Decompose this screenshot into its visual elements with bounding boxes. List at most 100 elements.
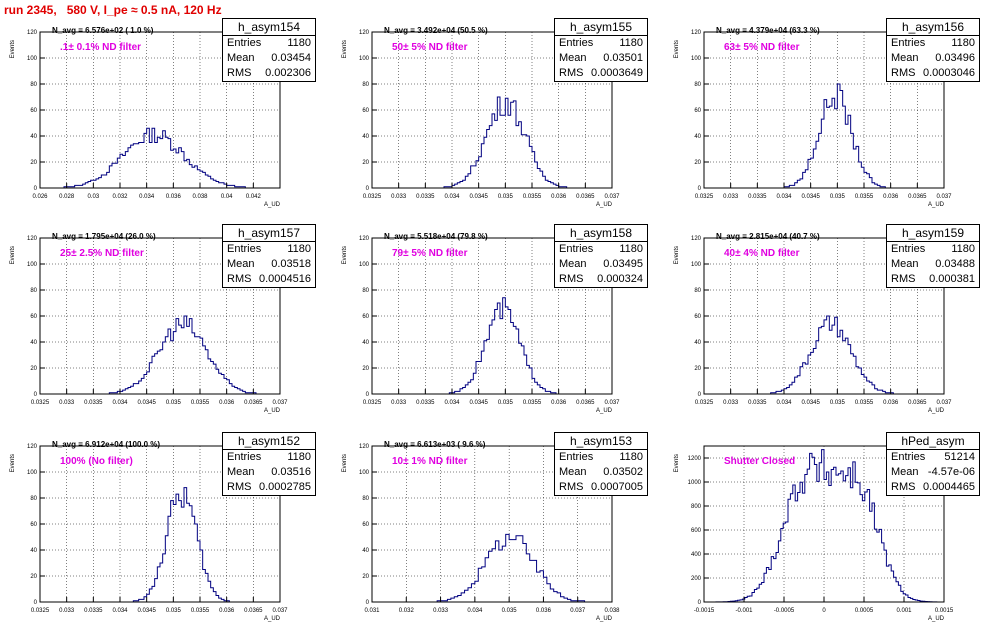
stats-value: 0.03488 (935, 258, 975, 270)
x-tick-label: 0.037 (604, 400, 620, 406)
x-tick-label: 0.0355 (191, 608, 210, 614)
y-tick-label: 60 (694, 108, 701, 114)
histogram-line (40, 127, 280, 189)
y-tick-label: 40 (694, 134, 701, 140)
x-tick-label: 0.036 (883, 194, 899, 200)
y-tick-label: 0 (698, 186, 702, 192)
x-axis-label: A_UD (264, 408, 281, 414)
x-tick-label: 0.001 (896, 608, 912, 614)
x-tick-label: 0.031 (364, 608, 380, 614)
x-tick-label: 0.026 (32, 194, 48, 200)
x-tick-label: 0.037 (272, 608, 288, 614)
stats-title: h_asym152 (223, 433, 315, 450)
stats-key: Entries (891, 451, 926, 463)
stats-value: 0.03495 (603, 258, 643, 270)
stats-value: 1180 (951, 243, 975, 255)
stats-row: Mean 0.03501 (555, 51, 647, 66)
y-tick-label: 80 (362, 496, 369, 502)
stats-key: Mean (227, 466, 255, 478)
navg-label: N_avg = 6.613e+03 ( 9.6 %) (384, 440, 486, 449)
stats-key: Entries (227, 37, 262, 49)
stats-title: h_asym154 (223, 19, 315, 36)
y-tick-label: 600 (691, 528, 702, 534)
stats-row: Entries 51214 (887, 450, 979, 465)
histogram-svg: -0.0015 -0.001 -0.0005 0 0.0005 0.001 0.0015 0 2… (674, 445, 954, 622)
filter-label: Shutter Closed (724, 456, 796, 467)
stats-row: Mean -4.57e-06 (887, 465, 979, 480)
stats-row: Entries 1180 (223, 242, 315, 257)
x-tick-label: 0.035 (166, 608, 182, 614)
y-tick-label: 20 (694, 160, 701, 166)
x-tick-label: 0.0335 (84, 400, 103, 406)
x-tick-label: 0.0365 (908, 400, 927, 406)
x-tick-label: 0.038 (192, 194, 208, 200)
y-tick-label: 60 (362, 108, 369, 114)
y-tick-label: 40 (30, 548, 37, 554)
navg-label: N_avg = 6.576e+02 ( 1.0 %) (52, 26, 154, 35)
y-tick-label: 800 (691, 504, 702, 510)
y-tick-label: 100 (27, 56, 38, 62)
x-tick-label: 0.037 (604, 194, 620, 200)
x-tick-label: 0.0335 (748, 400, 767, 406)
stats-key: RMS (227, 273, 252, 285)
stats-value: 1180 (287, 451, 311, 463)
x-tick-label: 0.036 (551, 194, 567, 200)
histogram-line (40, 315, 280, 395)
stats-value: 1180 (619, 37, 643, 49)
y-tick-label: 60 (362, 522, 369, 528)
stats-row: Entries 1180 (555, 450, 647, 465)
x-tick-label: 0.0355 (855, 194, 874, 200)
histogram-line (40, 487, 280, 603)
histogram-svg: 0.0325 0.033 0.0335 0.034 0.0345 0.035 0.0355 0… (342, 236, 620, 414)
stats-key: RMS (891, 481, 916, 493)
y-tick-label: 0 (34, 600, 38, 606)
x-axis-label: A_UD (928, 408, 945, 414)
y-tick-label: 60 (362, 314, 369, 320)
stats-value: 1180 (287, 37, 311, 49)
x-tick-label: 0.0345 (137, 400, 156, 406)
navg-label: N_avg = 4.379e+04 (63.3 %) (716, 26, 820, 35)
stats-row: Entries 1180 (887, 36, 979, 51)
x-tick-label: 0.0335 (84, 608, 103, 614)
y-tick-label: 20 (362, 574, 369, 580)
x-tick-label: 0.0015 (935, 608, 954, 614)
y-tick-label: 40 (30, 340, 37, 346)
y-tick-label: 120 (691, 236, 702, 242)
stats-row: Entries 1180 (555, 36, 647, 51)
histogram-line (372, 297, 612, 395)
stats-value: 0.000381 (929, 273, 975, 285)
stats-key: Mean (891, 52, 919, 64)
y-tick-label: 100 (359, 262, 370, 268)
navg-label: N_avg = 5.518e+04 (79.8 %) (384, 232, 488, 241)
x-tick-label: 0.0325 (31, 608, 50, 614)
x-tick-label: 0.036 (883, 400, 899, 406)
x-tick-label: 0.0345 (469, 194, 488, 200)
stats-title: h_asym153 (555, 433, 647, 450)
stats-row: RMS 0.002306 (223, 66, 315, 81)
x-tick-label: 0.0355 (523, 400, 542, 406)
y-tick-label: 120 (27, 444, 38, 450)
x-tick-label: 0.0325 (363, 400, 382, 406)
stats-box: h_asym157 Entries 1180 Mean 0.03518 RMS 0.0004… (222, 224, 316, 288)
histogram-svg: 0.026 0.028 0.03 0.032 0.034 0.036 0.038 0.04 0.… (10, 30, 281, 208)
y-tick-label: 60 (694, 314, 701, 320)
x-tick-label: 0.028 (59, 194, 75, 200)
stats-key: RMS (227, 67, 252, 79)
y-axis-label: Events (342, 40, 348, 58)
histogram-svg: 0.0325 0.033 0.0335 0.034 0.0345 0.035 0.0355 0… (674, 236, 952, 414)
x-tick-label: 0.032 (112, 194, 128, 200)
stats-row: Mean 0.03495 (555, 257, 647, 272)
x-tick-label: 0.0005 (855, 608, 874, 614)
stats-value: 1180 (951, 37, 975, 49)
x-tick-label: 0.0365 (576, 194, 595, 200)
histogram-line (704, 315, 944, 395)
y-tick-label: 100 (691, 56, 702, 62)
stats-value: 0.03496 (935, 52, 975, 64)
stats-key: Entries (227, 243, 262, 255)
y-tick-label: 80 (362, 288, 369, 294)
stats-row: RMS 0.0003649 (555, 66, 647, 81)
y-tick-label: 0 (366, 600, 370, 606)
stats-box: h_asym159 Entries 1180 Mean 0.03488 RMS 0.0003… (886, 224, 980, 288)
x-tick-label: 0.0345 (801, 400, 820, 406)
y-tick-label: 100 (359, 56, 370, 62)
